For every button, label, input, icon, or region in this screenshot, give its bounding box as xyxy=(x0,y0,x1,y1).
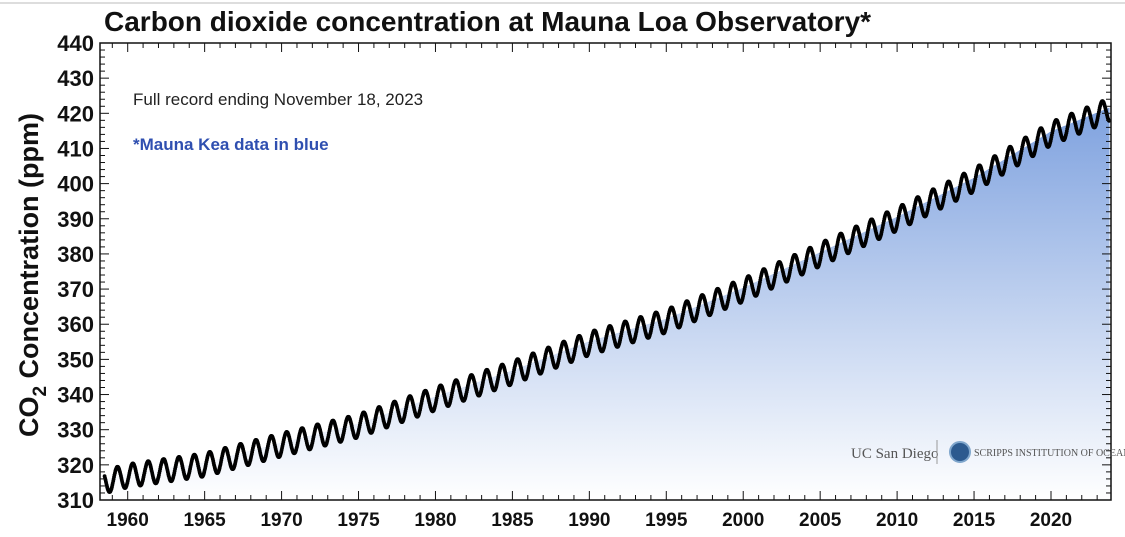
axes: 310 320 330 340 350 360 370 380 390 400 410 420 430 4… xyxy=(57,31,1111,531)
y-axis-label: CO2 Concentration (ppm) xyxy=(14,113,51,437)
record-note: Full record ending November 18, 2023 xyxy=(133,90,423,109)
x-tick-label: 1970 xyxy=(260,510,302,531)
ucsd-logo: UC San Diego xyxy=(851,446,939,462)
y-tick-label: 380 xyxy=(57,242,94,267)
globe-icon xyxy=(949,441,971,463)
y-tick-label: 350 xyxy=(57,347,94,372)
x-tick-label: 1995 xyxy=(645,510,688,531)
x-tick-label: 1990 xyxy=(568,510,610,531)
y-tick-label: 320 xyxy=(57,453,94,478)
y-tick-label: 420 xyxy=(57,101,94,126)
x-tick-label: 1980 xyxy=(414,510,456,531)
x-tick-label: 2020 xyxy=(1030,510,1072,531)
x-tick-label: 1985 xyxy=(491,510,534,531)
y-tick-label: 430 xyxy=(57,66,94,91)
plot-frame xyxy=(99,42,1112,501)
y-tick-label: 340 xyxy=(57,383,94,408)
x-tick-label: 1965 xyxy=(183,510,226,531)
mauna-kea-note: *Mauna Kea data in blue xyxy=(133,135,329,154)
y-tick-label: 390 xyxy=(57,207,94,232)
scripps-logo-text: SCRIPPS INSTITUTION OF OCEANOGRAPHY xyxy=(974,448,1125,459)
y-tick-label: 400 xyxy=(57,172,94,197)
chart-title: Carbon dioxide concentration at Mauna Lo… xyxy=(104,6,871,37)
data-points xyxy=(102,99,1111,494)
x-tick-label: 2010 xyxy=(876,510,918,531)
y-tick-label: 370 xyxy=(57,277,94,302)
x-tick-label: 2015 xyxy=(953,510,996,531)
area-fill xyxy=(104,107,1110,500)
y-tick-label: 440 xyxy=(57,31,94,56)
y-tick-label: 310 xyxy=(57,488,94,513)
y-tick-label: 360 xyxy=(57,312,94,337)
x-tick-label: 2005 xyxy=(799,510,842,531)
ucsd-logo-text: UC San Diego xyxy=(851,446,939,462)
y-tick-label: 330 xyxy=(57,418,94,443)
y-tick-label: 410 xyxy=(57,136,94,161)
x-tick-label: 1975 xyxy=(337,510,380,531)
x-tick-label: 1960 xyxy=(107,510,149,531)
scripps-logo: SCRIPPS INSTITUTION OF OCEANOGRAPHY xyxy=(949,441,1125,463)
x-tick-label: 2000 xyxy=(722,510,764,531)
